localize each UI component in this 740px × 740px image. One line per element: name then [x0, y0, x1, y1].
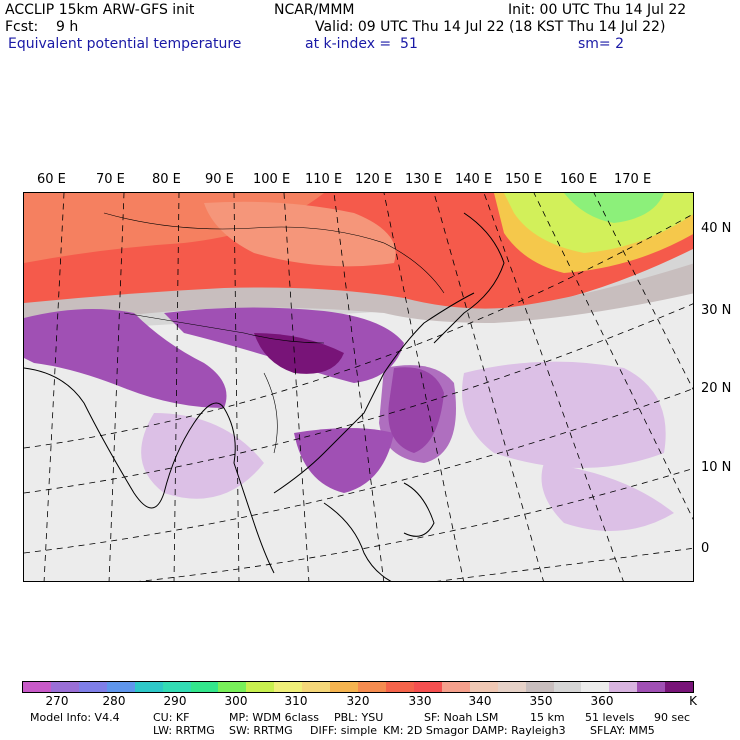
country-borders [103, 212, 445, 454]
colorbar-label: 320 [346, 694, 370, 708]
model-title: ACCLIP 15km ARW-GFS init [5, 2, 195, 18]
warm-patch [204, 201, 396, 267]
colorbar-swatch [441, 682, 470, 692]
colorbar-swatch [525, 682, 554, 692]
footer-item: 15 km [530, 711, 565, 724]
colorbar-label: 330 [408, 694, 432, 708]
level-label: at k-index = 51 [305, 36, 418, 52]
colorbar-label: 300 [224, 694, 248, 708]
footer-item: 90 sec [654, 711, 691, 724]
lat-label: 30 N [701, 303, 732, 318]
colorbar-swatch [358, 682, 386, 692]
lilac-patch [141, 413, 264, 499]
colorbar-swatch [106, 682, 135, 692]
lon-label: 140 E [455, 172, 493, 187]
lon-label: 120 E [355, 172, 393, 187]
colorbar-swatch [190, 682, 219, 692]
lon-label: 160 E [560, 172, 598, 187]
colorbar-label: 360 [590, 694, 614, 708]
colorbar-swatch [497, 682, 526, 692]
footer-item: SF: Noah LSM [424, 711, 499, 724]
footer-item: SFLAY: MM5 [590, 724, 655, 737]
lat-label: 40 N [701, 221, 732, 236]
colorbar-label: 270 [45, 694, 69, 708]
colorbar-swatch [274, 682, 303, 692]
colorbar [22, 681, 694, 693]
footer-item: DIFF: simple [310, 724, 378, 737]
footer-item: Model Info: V4.4 [30, 711, 120, 724]
init-time: Init: 00 UTC Thu 14 Jul 22 [508, 2, 687, 18]
lon-label: 80 E [152, 172, 181, 187]
field-name: Equivalent potential temperature [8, 36, 242, 52]
colorbar-swatch [78, 682, 107, 692]
colorbar-label: 280 [102, 694, 126, 708]
lon-label: 130 E [405, 172, 443, 187]
colorbar-swatch [637, 682, 666, 692]
coastlines [24, 212, 505, 581]
footer-item: PBL: YSU [334, 711, 384, 724]
moist-core-tibet [254, 333, 344, 374]
smoothing-label: sm= 2 [578, 36, 625, 52]
graticule [24, 193, 693, 581]
colorbar-label: 290 [163, 694, 187, 708]
footer-item: CU: KF [153, 711, 190, 724]
colorbar-swatch [413, 682, 442, 692]
moist-region-india [24, 309, 227, 408]
colorbar-label: 350 [529, 694, 553, 708]
colorbar-swatch [23, 682, 51, 692]
cool-green-core [564, 193, 664, 223]
lon-label: 150 E [505, 172, 543, 187]
lilac-patch [541, 463, 674, 531]
colorbar-swatch [218, 682, 247, 692]
colorbar-swatch [330, 682, 359, 692]
colorbar-label: 340 [468, 694, 492, 708]
lon-label: 60 E [37, 172, 66, 187]
colorbar-label: 310 [284, 694, 308, 708]
colorbar-swatch [134, 682, 163, 692]
lon-label: 70 E [96, 172, 125, 187]
colorbar-swatch [246, 682, 275, 692]
colorbar-swatch [385, 682, 414, 692]
footer-item: LW: RRTMG [153, 724, 215, 737]
footer-item: KM: 2D Smagor [383, 724, 469, 737]
colorbar-swatch [553, 682, 582, 692]
moist-region-taiwan [379, 365, 456, 463]
lat-label: 0 [701, 541, 710, 556]
center-label: NCAR/MMM [274, 2, 355, 18]
colorbar-unit: K [689, 694, 697, 708]
lon-label: 110 E [305, 172, 343, 187]
lon-label: 170 E [614, 172, 652, 187]
colorbar-swatch [665, 682, 694, 692]
colorbar-swatch [302, 682, 331, 692]
moist-region-sea [294, 428, 394, 493]
colorbar-swatch [609, 682, 638, 692]
footer-item: SW: RRTMG [229, 724, 293, 737]
footer-item: MP: WDM 6class [229, 711, 319, 724]
lon-label: 90 E [205, 172, 234, 187]
colorbar-swatch [162, 682, 191, 692]
footer-item: DAMP: Rayleigh3 [472, 724, 566, 737]
lat-label: 20 N [701, 381, 732, 396]
colorbar-swatch [50, 682, 79, 692]
theta-e-field [24, 193, 693, 581]
valid-time: Valid: 09 UTC Thu 14 Jul 22 (18 KST Thu … [315, 19, 666, 35]
lon-label: 100 E [253, 172, 291, 187]
colorbar-swatch [581, 682, 610, 692]
map-panel [23, 192, 694, 582]
lat-label: 10 N [701, 460, 732, 475]
colorbar-swatch [469, 682, 498, 692]
forecast-hour: Fcst: 9 h [5, 19, 79, 35]
footer-item: 51 levels [585, 711, 635, 724]
